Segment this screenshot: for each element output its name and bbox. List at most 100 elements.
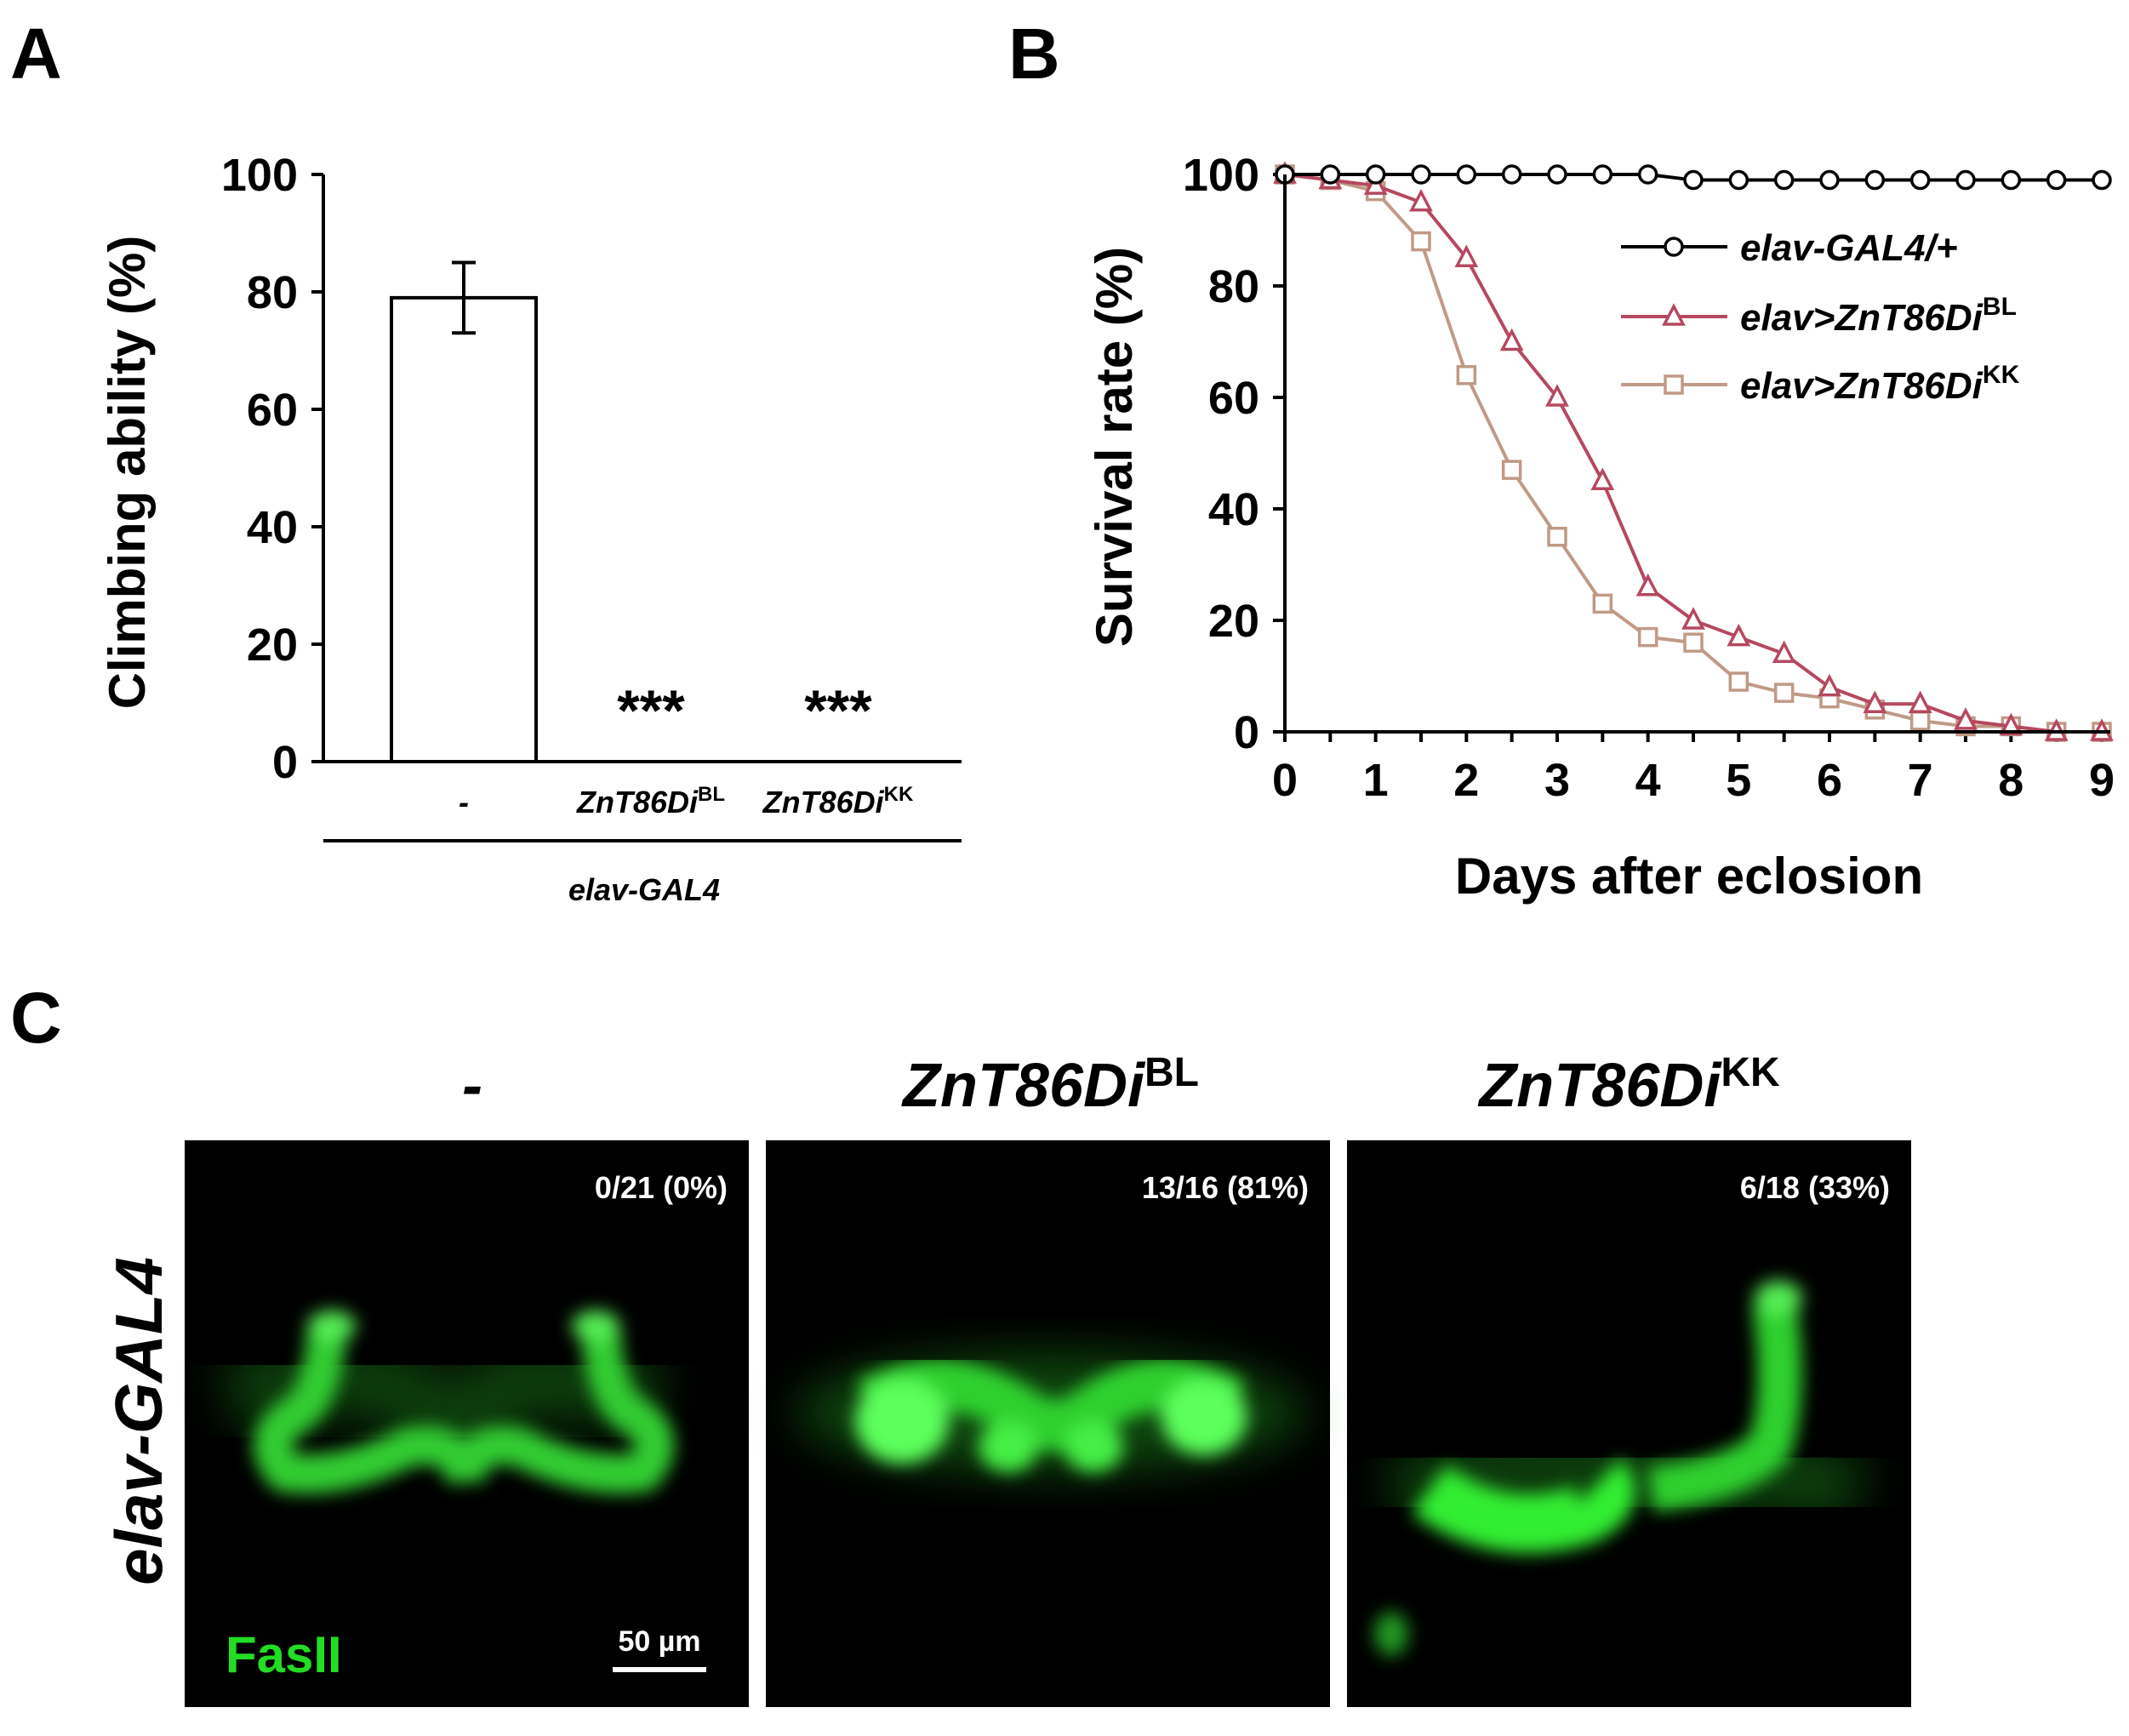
- data-point: [1499, 328, 1524, 351]
- panel-a-group-label: elav-GAL4: [568, 872, 720, 907]
- data-point: [1727, 623, 1751, 647]
- panel-a-bars: *** ***: [390, 260, 872, 763]
- x-tick-label: 9: [2089, 755, 2115, 806]
- data-point: [1501, 164, 1522, 185]
- y-tick-label: 100: [1183, 150, 1259, 201]
- panel-a-y-ticks: 0 20 40 60 80 100: [221, 150, 323, 788]
- data-point: [1773, 169, 1795, 191]
- panel-c-image-kk: 6/18 (33%): [1347, 1140, 1911, 1707]
- significance-label: ***: [804, 678, 872, 743]
- data-point: [1635, 573, 1660, 597]
- data-point: [1411, 164, 1431, 185]
- panel-c-image-control: 0/21 (0%) FasII 50 µm: [185, 1140, 749, 1707]
- category-label: ZnT86DiBL: [576, 783, 725, 819]
- x-tick-label: 3: [1544, 755, 1570, 806]
- x-tick-label: 0: [1272, 755, 1298, 806]
- panel-b-legend: elav-GAL4/+ elav>ZnT86DiBL elav>ZnT86DiKK: [1621, 227, 2020, 407]
- x-tick-label: 7: [1908, 755, 1933, 806]
- data-point: [1662, 303, 1686, 326]
- panel-a-letter: A: [10, 14, 62, 94]
- data-point: [1547, 527, 1567, 547]
- data-point: [1683, 632, 1704, 653]
- y-tick-label: 0: [272, 737, 298, 788]
- bar: [390, 295, 538, 763]
- legend-label: elav>ZnT86DiKK: [1740, 361, 2020, 407]
- panel-c-images: elav-GAL4 - ZnT86DiBL ZnT86DiKK 0/21 (0%…: [101, 1050, 1911, 1707]
- x-tick-label: 1: [1363, 755, 1389, 806]
- data-point: [1637, 164, 1658, 185]
- series-triangle: [1273, 161, 2114, 741]
- data-point: [1819, 169, 1840, 191]
- panel-b-y-axis-title: Survival rate (%): [1086, 247, 1143, 647]
- data-point: [1772, 640, 1796, 664]
- data-point: [1908, 690, 1932, 713]
- panel-b-x-axis-title: Days after eclosion: [1455, 848, 1923, 905]
- data-point: [2046, 169, 2067, 191]
- series-square: [1275, 164, 2112, 742]
- panel-c-header-kk: ZnT86DiKK: [1477, 1050, 1780, 1120]
- count-label-kk: 6/18 (33%): [1740, 1170, 1890, 1205]
- panel-a-bar-chart: 0 20 40 60 80 100 *** *** Climbing ability (%)…: [99, 150, 962, 907]
- y-tick-label: 0: [1234, 707, 1259, 758]
- panel-a-y-axis-title: Climbing ability (%): [99, 236, 156, 710]
- data-point: [1411, 231, 1431, 252]
- data-point: [1683, 169, 1704, 191]
- data-point: [1664, 237, 1684, 257]
- y-tick-label: 20: [247, 620, 298, 671]
- count-label-bl: 13/16 (81%): [1142, 1170, 1309, 1205]
- data-point: [1454, 244, 1479, 267]
- legend-entry: elav>ZnT86DiKK: [1621, 361, 2020, 407]
- panel-c-image-bl: 13/16 (81%): [766, 1140, 1330, 1707]
- significance-label: ***: [617, 678, 685, 743]
- panel-a-axes: [322, 174, 962, 763]
- data-point: [1365, 164, 1386, 185]
- y-tick-label: 40: [247, 502, 298, 553]
- scale-bar-label: 50 µm: [618, 1625, 700, 1658]
- panel-b-line-chart: 0 20 40 60 80 100 0 1 2 3 4 5 6 7 8 9 Survival rate (%)…: [1086, 150, 2115, 905]
- count-label-control: 0/21 (0%): [595, 1170, 728, 1205]
- data-point: [1728, 169, 1749, 191]
- data-point: [1864, 169, 1886, 191]
- data-point: [1955, 169, 1976, 191]
- x-tick-label: 6: [1817, 755, 1842, 806]
- y-tick-label: 40: [1208, 484, 1259, 535]
- data-point: [1456, 365, 1477, 385]
- data-point: [1773, 682, 1795, 703]
- y-tick-label: 80: [1208, 261, 1259, 312]
- y-tick-label: 100: [221, 150, 298, 201]
- data-point: [1818, 673, 1841, 697]
- data-point: [1954, 707, 1978, 730]
- data-point: [2092, 169, 2112, 191]
- legend-entry: elav>ZnT86DiBL: [1621, 293, 2017, 339]
- data-point: [1320, 164, 1341, 185]
- y-tick-label: 60: [247, 385, 298, 436]
- data-point: [1456, 164, 1477, 185]
- data-point: [1409, 188, 1433, 212]
- data-point: [1664, 374, 1684, 395]
- x-tick-label: 8: [1998, 755, 2023, 806]
- panel-c-letter: C: [10, 978, 62, 1058]
- panel-b-ticks: 0 20 40 60 80 100 0 1 2 3 4 5 6 7 8 9: [1183, 150, 2115, 806]
- data-point: [1590, 467, 1615, 490]
- panel-c-header-bl: ZnT86DiBL: [901, 1050, 1199, 1120]
- data-point: [1592, 164, 1613, 185]
- data-point: [1728, 671, 1749, 692]
- image-background: [1347, 1140, 1911, 1707]
- panel-a-category-labels: - ZnT86DiBL ZnT86DiKK: [459, 783, 914, 819]
- stain-label: FasII: [225, 1626, 342, 1683]
- x-tick-label: 5: [1726, 755, 1751, 806]
- data-point: [1592, 593, 1613, 614]
- data-point: [2001, 169, 2022, 191]
- data-point: [1501, 460, 1522, 480]
- y-tick-label: 20: [1208, 596, 1259, 647]
- category-label: ZnT86DiKK: [762, 783, 914, 819]
- data-point: [1547, 164, 1567, 185]
- panel-c-row-label: elav-GAL4: [101, 1257, 176, 1585]
- data-point: [1681, 607, 1705, 630]
- legend-label: elav-GAL4/+: [1740, 227, 1958, 269]
- data-point: [1637, 626, 1658, 648]
- panel-b-axes: [1283, 174, 2110, 734]
- panel-b-letter: B: [1008, 14, 1060, 94]
- legend-entry: elav-GAL4/+: [1621, 227, 1958, 269]
